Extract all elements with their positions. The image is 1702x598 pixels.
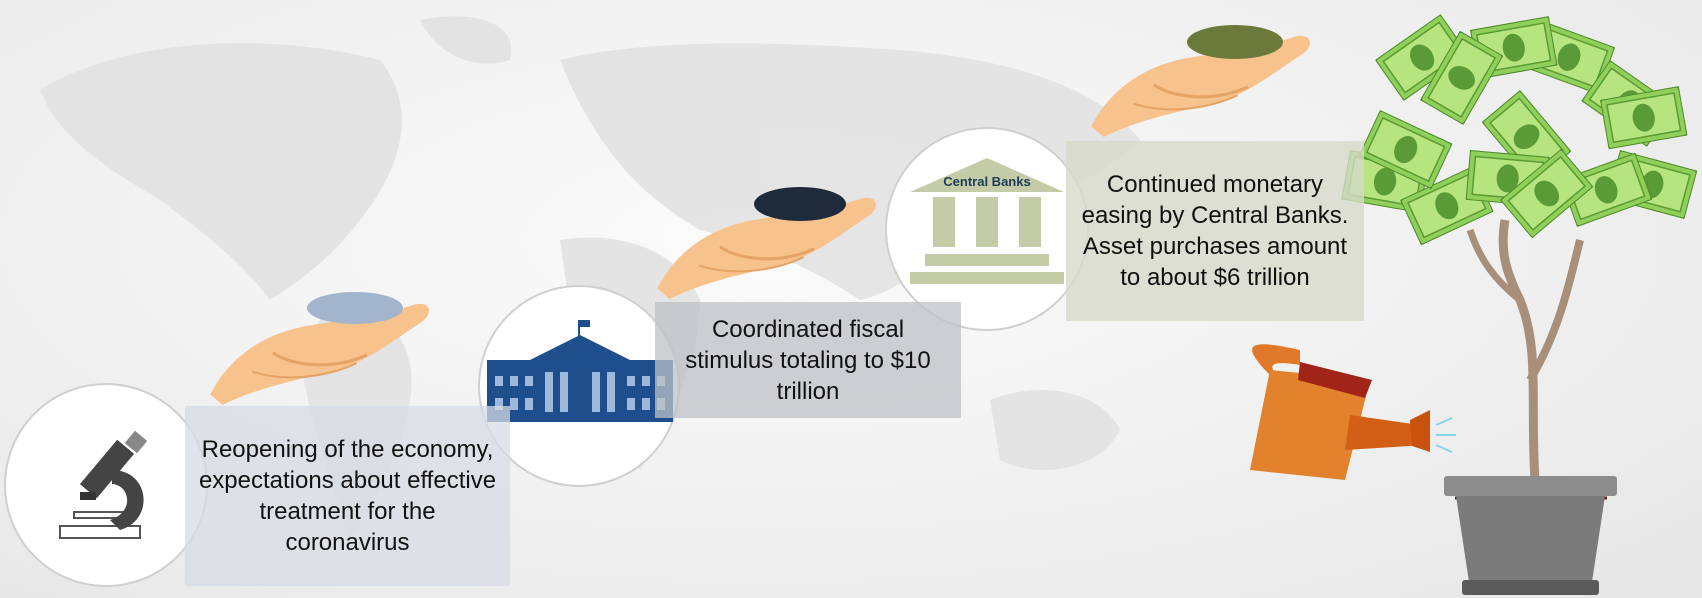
- mound: [1187, 25, 1283, 59]
- mound: [307, 292, 403, 324]
- watering-can: [1250, 344, 1456, 480]
- step-text: Continued monetary easing by Central Ban…: [1066, 141, 1364, 321]
- mound: [754, 187, 846, 221]
- step-text: Reopening of the economy, expectations a…: [185, 406, 510, 586]
- infographic: Central Banks: [0, 0, 1702, 598]
- step-text: Coordinated fiscal stimulus totaling to …: [655, 302, 961, 418]
- bank-label: Central Banks: [943, 174, 1030, 189]
- money-tree: [1341, 14, 1697, 595]
